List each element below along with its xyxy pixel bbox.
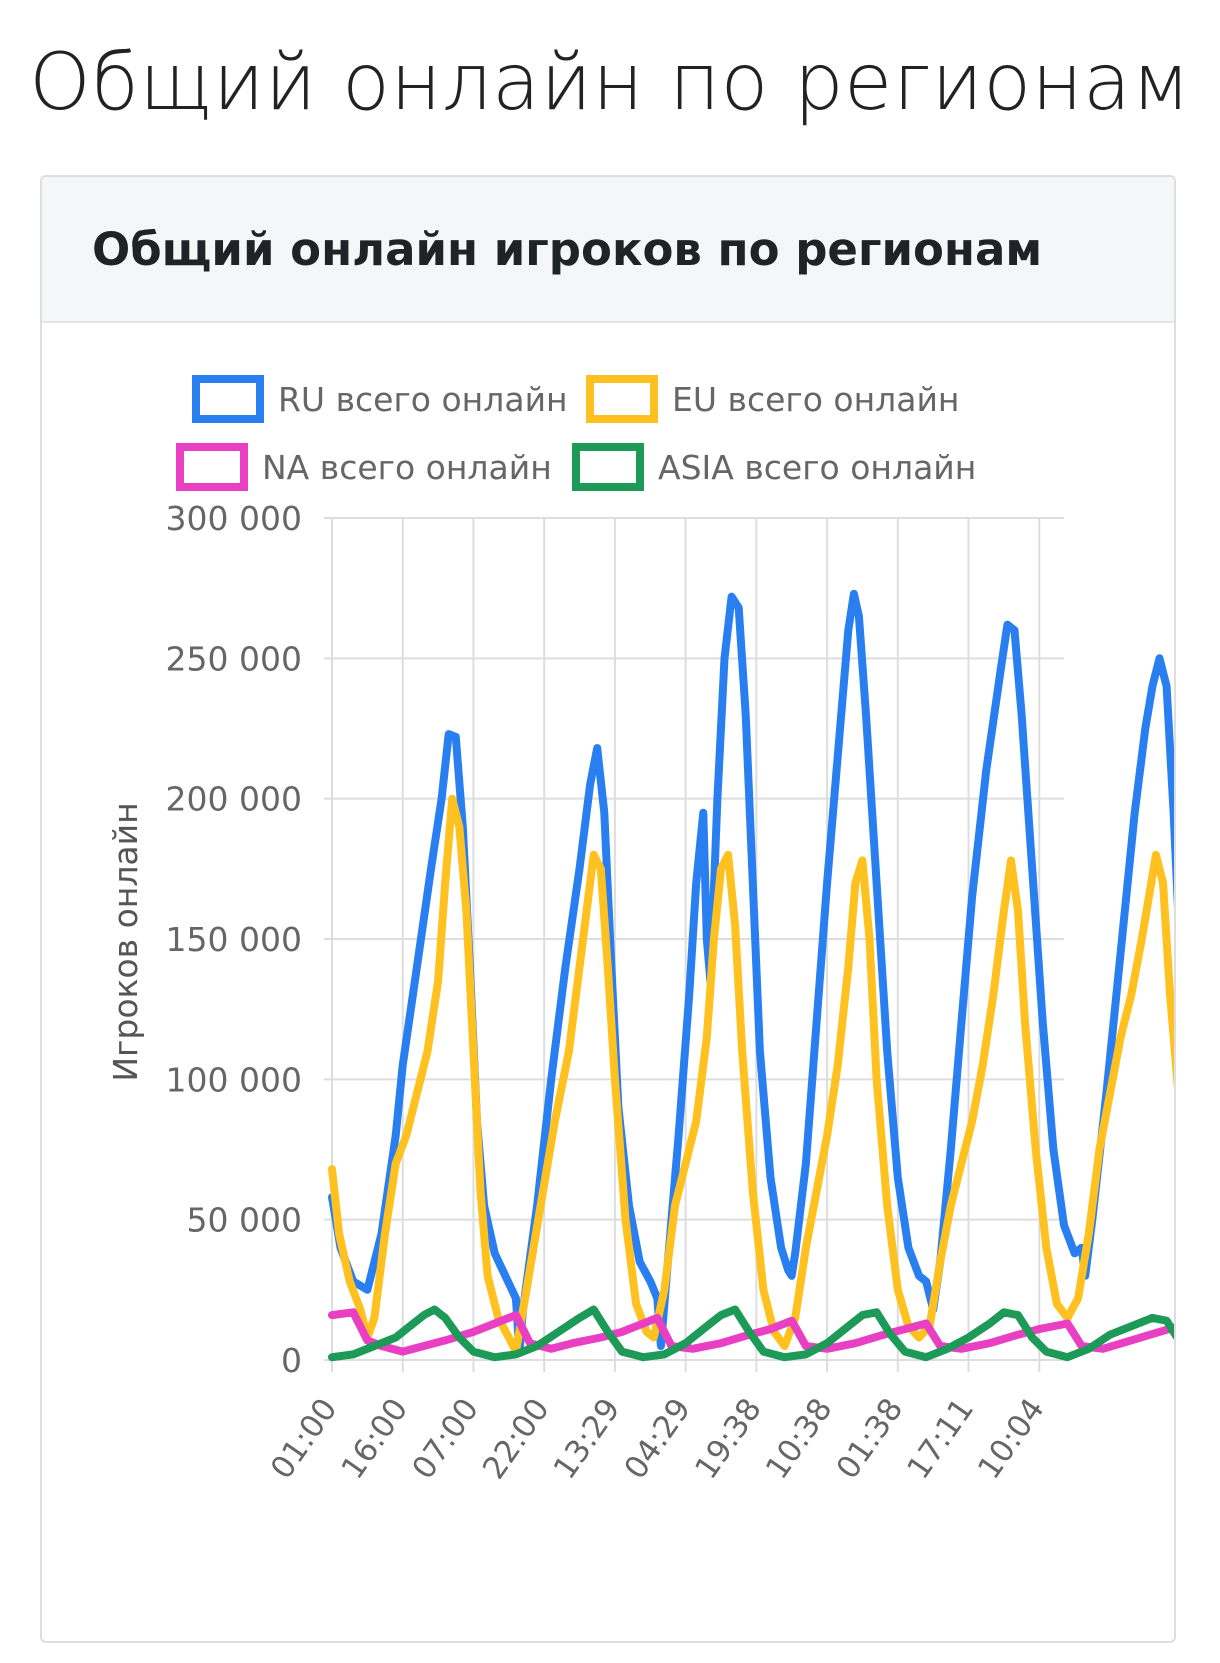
x-tick-label: 16:00: [335, 1392, 416, 1486]
page-title: Общий онлайн по регионам: [29, 38, 1191, 128]
y-tick-label: 300 000: [166, 499, 302, 538]
chart-legend: RU всего онлайн EU всего онлайн NA всего о…: [176, 375, 976, 491]
x-tick-label: 17:11: [900, 1392, 981, 1486]
x-tick-label: 01:00: [264, 1392, 345, 1486]
legend-label: ASIA всего онлайн: [658, 448, 976, 487]
chart-card: Общий онлайн игроков по регионам 0 50 000…: [40, 175, 1176, 1643]
y-tick-label: 100 000: [166, 1060, 302, 1099]
legend-swatch: [572, 443, 644, 491]
legend-label: EU всего онлайн: [672, 380, 960, 419]
y-axis-label: Игроков онлайн: [106, 802, 145, 1081]
x-tick-label: 07:00: [405, 1392, 486, 1486]
legend-item-1[interactable]: EU всего онлайн: [586, 375, 960, 423]
y-tick-label: 150 000: [166, 920, 302, 959]
legend-item-2[interactable]: NA всего онлайн: [176, 443, 552, 491]
x-tick-label: 04:29: [617, 1392, 698, 1486]
series-line-3: [328, 1305, 1174, 1362]
x-tick-label: 10:38: [759, 1392, 840, 1486]
x-tick-label: 19:38: [688, 1392, 769, 1486]
legend-swatch: [176, 443, 248, 491]
chart-series: [328, 589, 1174, 1362]
legend-item-3[interactable]: ASIA всего онлайн: [572, 443, 976, 491]
y-tick-label: 0: [281, 1341, 302, 1380]
card-title: Общий онлайн игроков по регионам: [92, 222, 1043, 276]
x-tick-label: 22:00: [476, 1392, 557, 1486]
series-line-1: [328, 794, 1174, 1356]
x-tick-label: 10:04: [971, 1392, 1052, 1486]
x-tick-label: 13:29: [547, 1392, 628, 1486]
x-tick-label: 01:38: [830, 1392, 911, 1486]
y-tick-label: 250 000: [166, 639, 302, 678]
y-tick-label: 50 000: [187, 1201, 302, 1240]
legend-swatch: [586, 375, 658, 423]
legend-swatch: [192, 375, 264, 423]
y-tick-label: 200 000: [166, 780, 302, 819]
legend-item-0[interactable]: RU всего онлайн: [192, 375, 568, 423]
card-header: Общий онлайн игроков по регионам: [42, 177, 1174, 323]
legend-label: NA всего онлайн: [262, 448, 552, 487]
legend-label: RU всего онлайн: [278, 380, 568, 419]
online-chart: 0 50 000 100 000 150 000 200 000 250 000 300 0…: [106, 375, 1174, 1486]
